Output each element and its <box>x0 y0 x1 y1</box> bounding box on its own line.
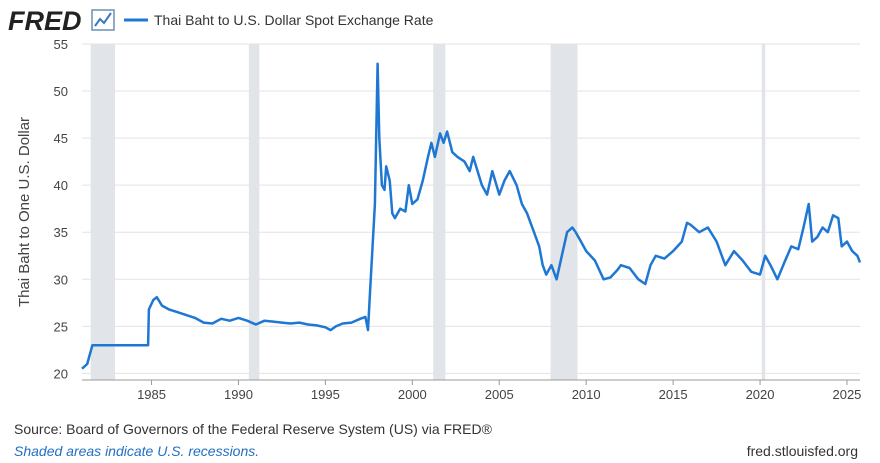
x-tick-label: 1995 <box>311 387 340 402</box>
series-line <box>81 62 862 370</box>
x-tick-label: 2025 <box>832 387 861 402</box>
y-tick-label: 40 <box>54 178 68 193</box>
plot-area <box>82 44 860 380</box>
recession-band <box>90 44 116 380</box>
legend-label: Thai Baht to U.S. Dollar Spot Exchange R… <box>154 12 434 28</box>
y-tick-label: 55 <box>54 37 68 52</box>
recession-note: Shaded areas indicate U.S. recessions. <box>14 443 259 459</box>
x-tick-label: 1990 <box>224 387 253 402</box>
x-tick-label: 2005 <box>485 387 514 402</box>
x-tick-label: 1985 <box>137 387 166 402</box>
x-tick-label: 2000 <box>398 387 427 402</box>
x-tick-label: 2020 <box>746 387 775 402</box>
x-tick-label: 2010 <box>572 387 601 402</box>
recession-band <box>433 44 446 380</box>
y-axis-label: Thai Baht to One U.S. Dollar <box>16 117 33 307</box>
x-tick-label: 2015 <box>659 387 688 402</box>
y-tick-label: 25 <box>54 319 68 334</box>
site: fred.stlouisfed.org <box>747 443 858 459</box>
recession-band <box>761 44 766 380</box>
brand-logo: FRED <box>8 6 82 36</box>
recession-band <box>248 44 260 380</box>
y-tick-label: 20 <box>54 366 68 381</box>
y-tick-label: 45 <box>54 131 68 146</box>
recession-band <box>550 44 578 380</box>
logo-icon <box>91 9 115 31</box>
source: Source: Board of Governors of the Federa… <box>14 421 493 437</box>
y-tick-label: 30 <box>54 272 68 287</box>
y-tick-label: 35 <box>54 225 68 240</box>
y-tick-label: 50 <box>54 84 68 99</box>
